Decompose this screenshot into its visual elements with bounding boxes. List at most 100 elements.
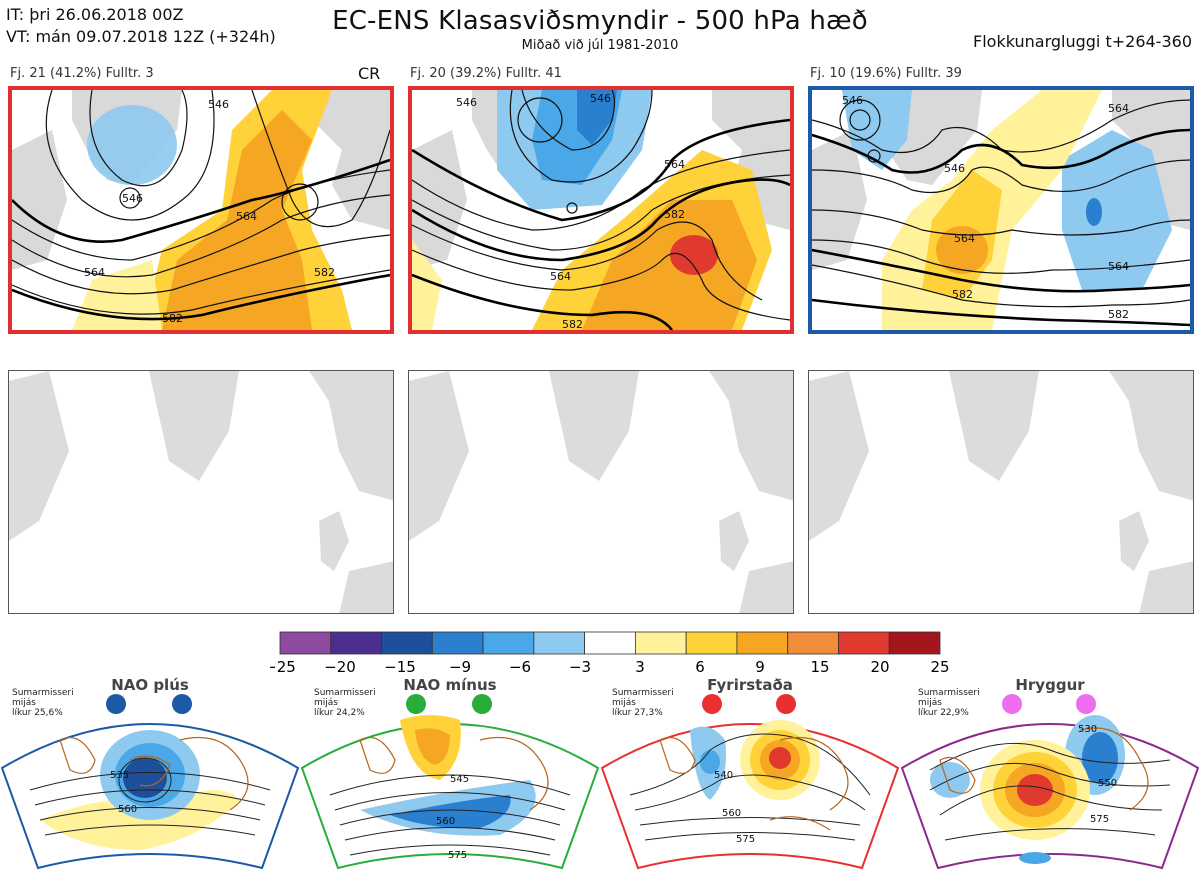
regime-map: 535 560 [0, 723, 300, 870]
colorbar-tick-label: 20 [870, 658, 889, 676]
colorbar-swatch [634, 631, 687, 655]
regime-map: 540 560 575 [600, 720, 900, 870]
cluster-1-tag: CR [358, 64, 381, 83]
regime-meta: Sumarmisseri mijás líkur 24,2% [314, 688, 376, 718]
cluster-1-label: Fj. 21 (41.2%) Fulltr. 3 [10, 66, 154, 81]
colorbar-swatch [736, 631, 789, 655]
contour-label: 564 [236, 210, 257, 223]
empty-map-3 [808, 370, 1194, 614]
classification-window: Flokkunargluggi t+264-360 [973, 32, 1192, 51]
anomaly-negative-high [577, 90, 617, 145]
colorbar-tick-label: −9 [449, 658, 471, 676]
regime-nao-minus: NAO mínus Sumarmisseri mijás líkur 24,2% 5… [300, 676, 600, 871]
regime-title: Fyrirstaða [707, 676, 793, 694]
regime-meta: Sumarmisseri mijás líkur 27,3% [612, 688, 674, 718]
contour-label: 546 [842, 94, 863, 107]
colorbar-swatch [431, 631, 484, 655]
contour-label: 530 [1078, 724, 1097, 735]
contour-label: 560 [436, 816, 455, 827]
colorbar-tick-label: 6 [695, 658, 705, 676]
regime-meta: Sumarmisseri mijás líkur 22,9% [918, 688, 980, 718]
colorbar-tick-label: 15 [810, 658, 829, 676]
contour-label: 546 [122, 192, 143, 205]
colorbar-tick-label: 25 [930, 658, 949, 676]
contour-label: 582 [314, 266, 335, 279]
colorbar-tick-label: −25 [270, 658, 296, 676]
contour-label: 560 [118, 804, 137, 815]
regime-ridge: Hryggur Sumarmisseri mijás líkur 22,9% 530… [900, 676, 1200, 871]
colorbar-swatch [787, 631, 839, 655]
regime-dot-icon [472, 694, 492, 714]
page-subtitle: Miðað við júl 1981-2010 [521, 38, 679, 53]
colorbar-swatch [330, 631, 382, 655]
contour-label: 535 [110, 770, 129, 781]
regime-title: Hryggur [1015, 676, 1085, 694]
anomaly-negative [87, 105, 177, 185]
scandinavia-land [712, 90, 790, 230]
contour-label: 564 [84, 266, 105, 279]
regime-dot-icon [1076, 694, 1096, 714]
cluster-3-label: Fj. 10 (19.6%) Fulltr. 39 [810, 66, 962, 81]
colorbar-swatch [482, 631, 535, 655]
colorbar-tick-label: −20 [324, 658, 356, 676]
colorbar-swatch [381, 631, 433, 655]
regime-title: NAO mínus [403, 676, 497, 694]
contour-label: 582 [952, 288, 973, 301]
contour-label: 546 [590, 92, 611, 105]
header-info: IT: þri 26.06.2018 00Z VT: mán 09.07.201… [6, 4, 276, 48]
contour-label: 540 [714, 770, 733, 781]
cluster-2-label: Fj. 20 (39.2%) Fulltr. 41 [410, 66, 562, 81]
colorbar-tick-label: 9 [755, 658, 765, 676]
colorbar: −25 −20 −15 −9 −6 −3 3 6 9 15 20 25 [270, 631, 950, 676]
contour-label: 564 [1108, 102, 1129, 115]
contour-label: 564 [550, 270, 571, 283]
anomaly-positive-high [162, 110, 312, 330]
anomaly-positive-low [72, 260, 162, 330]
init-time: IT: þri 26.06.2018 00Z [6, 5, 184, 24]
contour-label: 546 [456, 96, 477, 109]
regime-dot-icon [172, 694, 192, 714]
anomaly-positive-peak [670, 235, 718, 275]
colorbar-swatch [584, 631, 636, 655]
regime-title: NAO plús [111, 676, 189, 694]
regime-blocking: Fyrirstaða Sumarmisseri mijás líkur 27,3% … [600, 676, 900, 871]
colorbar-tick-label: −3 [569, 658, 591, 676]
cluster-3-map: 546 564 546 564 564 582 582 [808, 86, 1194, 334]
colorbar-tick-label: −6 [509, 658, 531, 676]
regime-dot-icon [1002, 694, 1022, 714]
colorbar-swatch [685, 631, 738, 655]
anomaly-positive-low [412, 240, 442, 330]
empty-map-1 [8, 370, 394, 614]
anomaly-positive-high [582, 200, 757, 330]
regime-nao-plus: NAO plús Sumarmisseri mijás líkur 25,6% 53… [0, 676, 300, 871]
regime-map: 530 550 575 [900, 715, 1200, 870]
contour-label: 575 [448, 850, 467, 861]
contour-label: 546 [208, 98, 229, 111]
contour-label: 545 [450, 774, 469, 785]
colorbar-tick-label: −15 [384, 658, 416, 676]
canada-land [812, 130, 867, 270]
empty-map-2 [408, 370, 794, 614]
contour-label: 546 [944, 162, 965, 175]
contour-label: 582 [162, 312, 183, 325]
contour-label: 560 [722, 808, 741, 819]
regime-map: 545 560 575 [300, 715, 600, 870]
anomaly-negative-east [1062, 130, 1172, 290]
colorbar-swatch [838, 631, 890, 655]
page-title: EC-ENS Klasasviðsmyndir - 500 hPa hæð [332, 6, 868, 36]
contour-label: 564 [1108, 260, 1129, 273]
regime-dot-icon [776, 694, 796, 714]
anomaly-negative-core [1086, 198, 1102, 226]
canada-land [12, 130, 67, 270]
contour-label: 564 [954, 232, 975, 245]
contour-label: 575 [736, 834, 755, 845]
contour-label: 582 [1108, 308, 1129, 321]
anomaly-positive-high [936, 226, 988, 274]
contour-label: 582 [562, 318, 583, 330]
valid-time: VT: mán 09.07.2018 12Z (+324h) [6, 27, 276, 46]
contour-label: 575 [1090, 814, 1109, 825]
colorbar-swatch [888, 631, 941, 655]
cluster-2-map: 546 546 564 564 582 582 [408, 86, 794, 334]
regime-dot-icon [406, 694, 426, 714]
contour-label: 582 [664, 208, 685, 221]
